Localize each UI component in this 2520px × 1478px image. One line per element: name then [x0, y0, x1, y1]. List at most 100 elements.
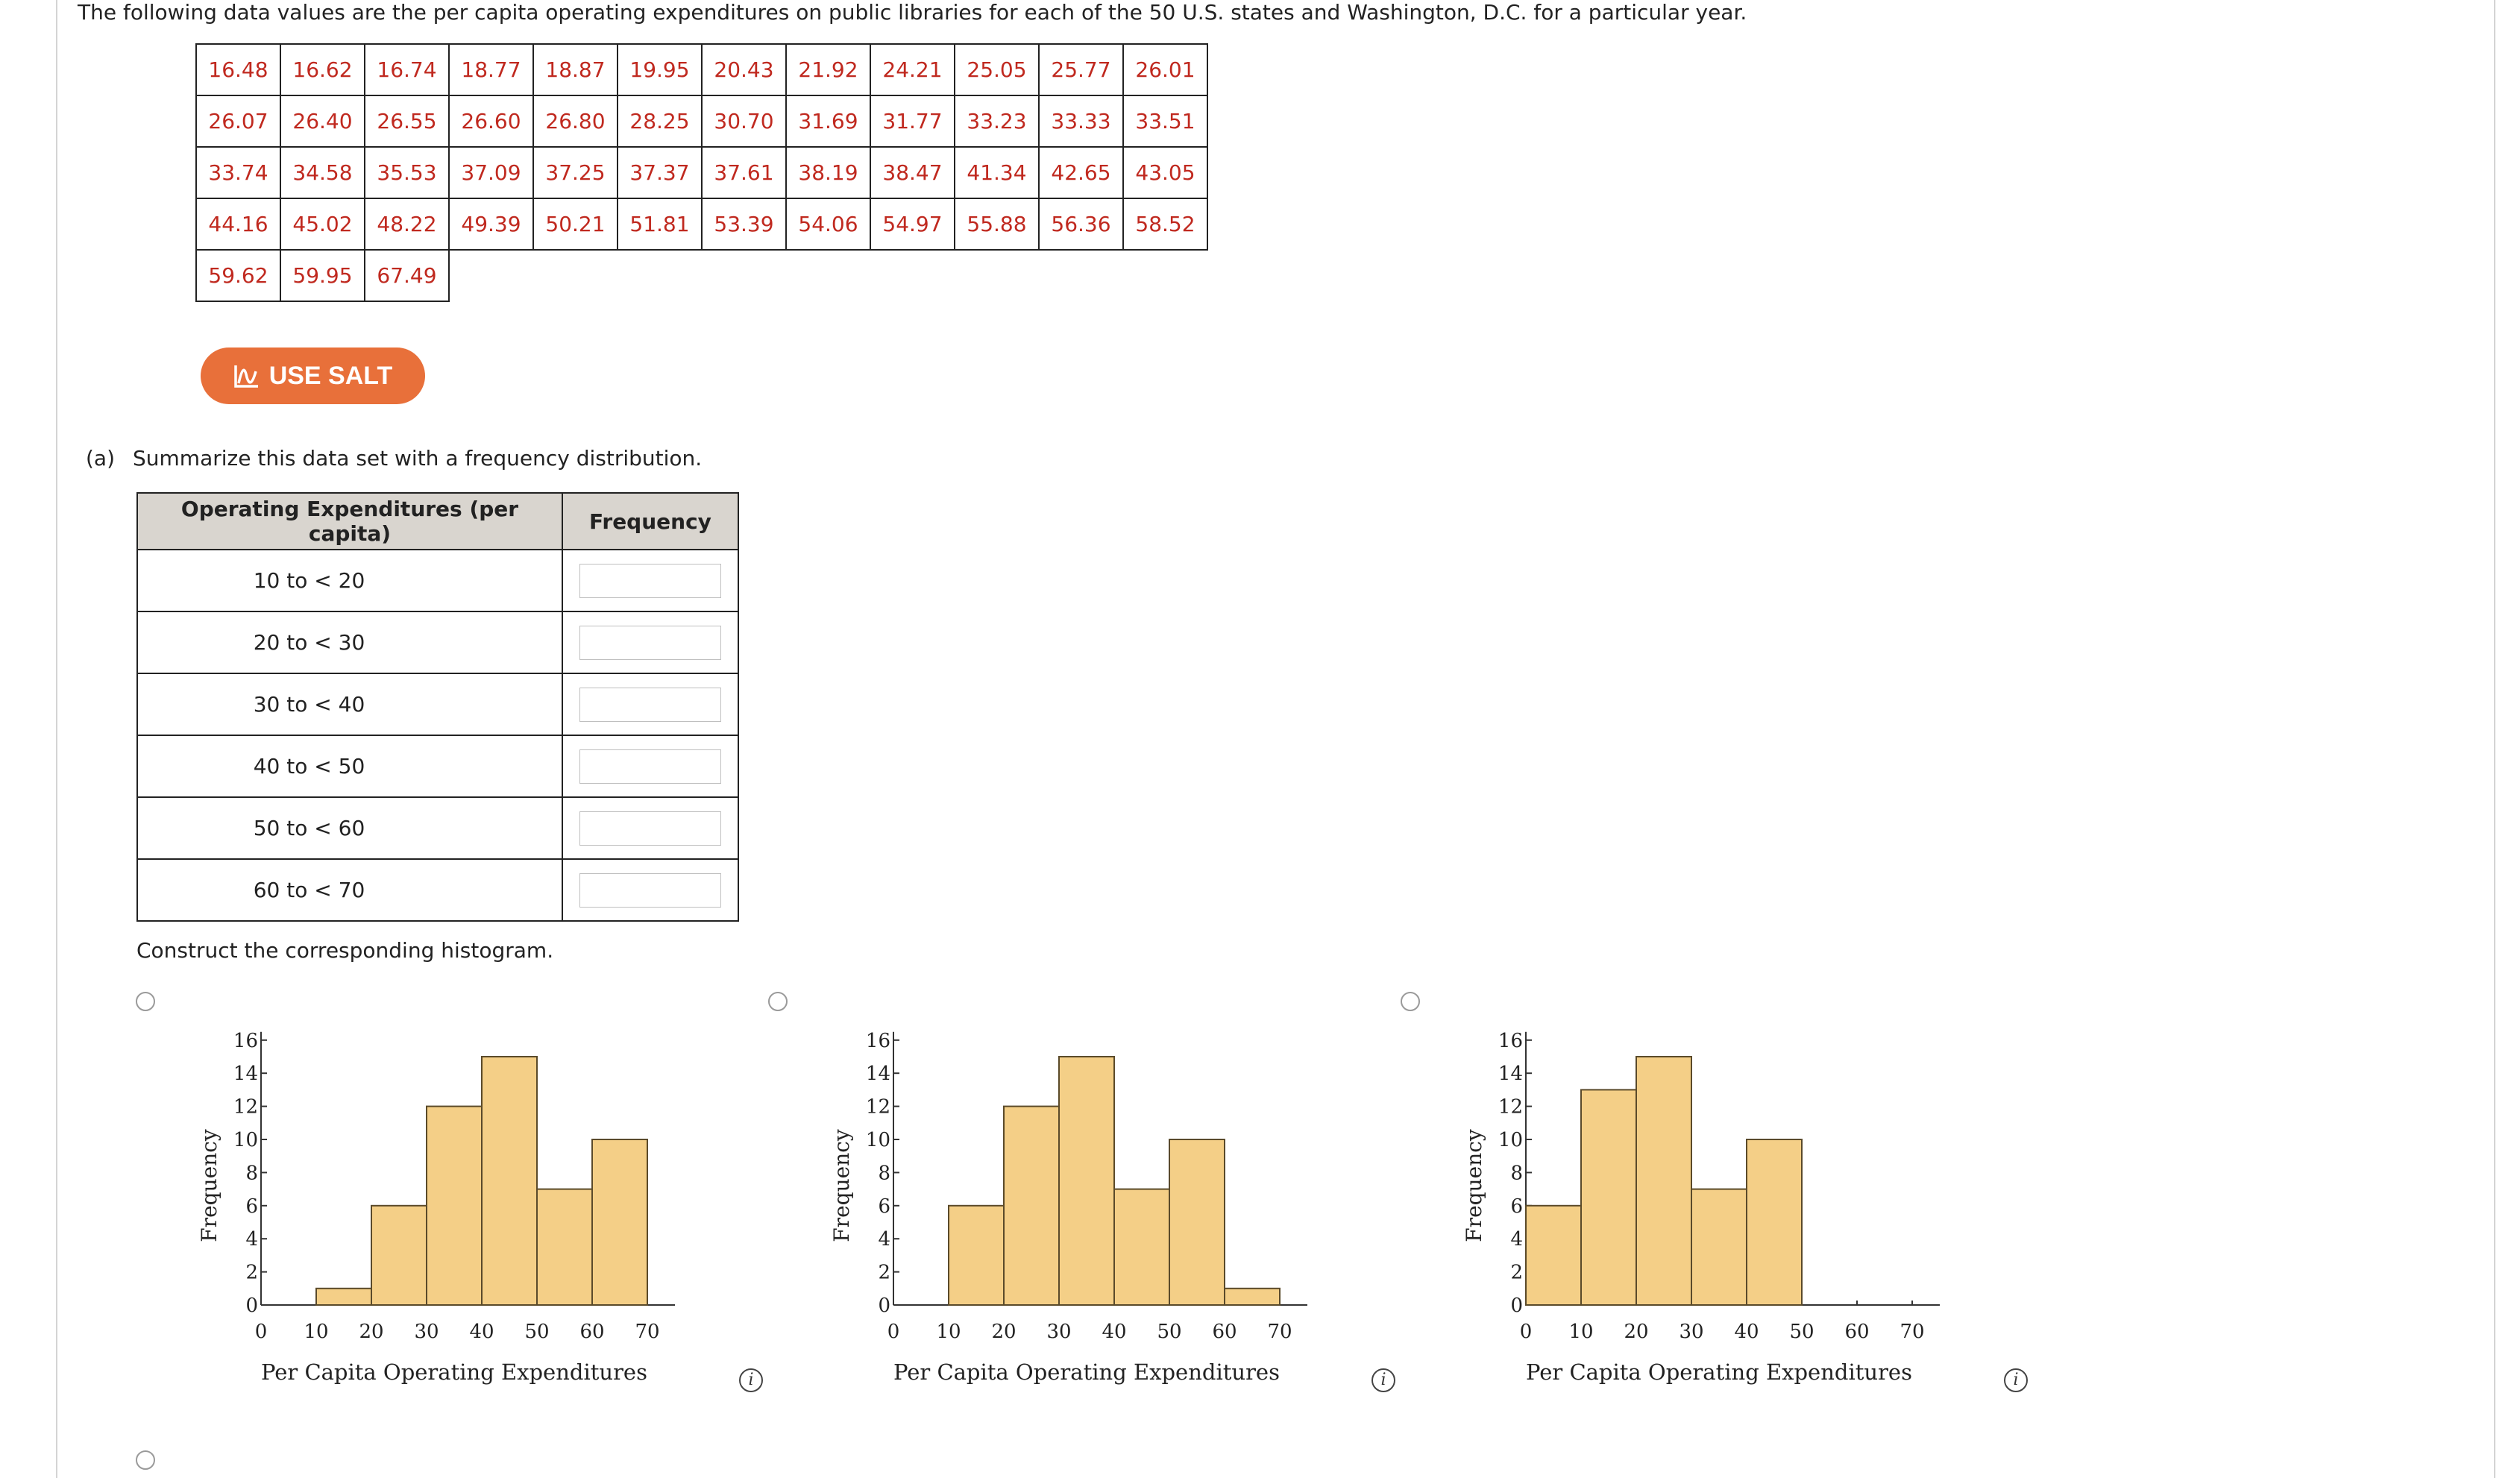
x-tick-label: 50 [1157, 1321, 1181, 1343]
histogram-option-4-radio[interactable] [136, 1450, 155, 1470]
data-value-cell: 16.74 [364, 43, 450, 96]
y-tick-label: 16 [233, 1030, 258, 1052]
data-value-cell: 25.05 [954, 43, 1040, 96]
y-tick-label: 6 [878, 1195, 890, 1218]
frequency-row: 60 to < 70 [136, 858, 739, 922]
x-tick-label: 10 [1568, 1321, 1593, 1343]
data-value-cell: 41.34 [954, 146, 1040, 199]
histogram-bar [1224, 1287, 1281, 1306]
y-tick-label: 4 [245, 1228, 258, 1251]
x-tick-label: 20 [991, 1321, 1016, 1343]
data-value-cell: 54.06 [785, 198, 871, 251]
data-value-cell: 37.25 [532, 146, 618, 199]
data-value-cell: 37.09 [448, 146, 534, 199]
data-value-cell: 26.40 [280, 95, 365, 148]
frequency-input[interactable] [579, 625, 721, 660]
data-value-cell: 43.05 [1122, 146, 1208, 199]
use-salt-label: USE SALT [268, 361, 393, 390]
info-icon[interactable]: i [739, 1368, 763, 1392]
data-value-cell: 18.77 [448, 43, 534, 96]
x-tick-label: 50 [1789, 1321, 1814, 1343]
x-tick-label: 40 [1102, 1321, 1126, 1343]
data-value-cell: 33.23 [954, 95, 1040, 148]
info-icon[interactable]: i [1371, 1368, 1395, 1392]
frequency-input-cell [562, 673, 739, 736]
data-value-cell: 20.43 [701, 43, 787, 96]
y-tick-label: 2 [1510, 1262, 1523, 1284]
frequency-input[interactable] [579, 563, 721, 598]
data-value-cell: 26.07 [195, 95, 281, 148]
x-tick-label: 70 [1267, 1321, 1292, 1343]
data-value-cell: 33.51 [1122, 95, 1208, 148]
histogram-option-2: 0 2 4 6 8 10 12 14 16 0 10 20 30 40 50 60 70 Per Capita O… [829, 1030, 1307, 1385]
x-tick-label: 10 [936, 1321, 961, 1343]
frequency-input[interactable] [579, 872, 721, 908]
x-tick-label: 30 [1046, 1321, 1071, 1343]
frequency-input-cell [562, 858, 739, 922]
histogram-bar [1113, 1188, 1170, 1306]
data-value-cell: 26.80 [532, 95, 618, 148]
data-value-cell: 50.21 [532, 198, 618, 251]
frequency-input[interactable] [579, 687, 721, 722]
x-tick-label: 30 [414, 1321, 439, 1343]
part-a-prompt: (a) Summarize this data set with a freque… [86, 446, 702, 471]
x-tick-label: 0 [1520, 1321, 1533, 1343]
use-salt-button[interactable]: USE SALT [201, 348, 425, 404]
data-value-cell: 59.62 [195, 249, 281, 302]
frequency-row: 30 to < 40 [136, 673, 739, 736]
y-tick-label: 4 [878, 1228, 890, 1251]
histogram-option-3-radio[interactable] [1401, 992, 1420, 1011]
histogram-bar [371, 1204, 427, 1306]
data-value-cell: 49.39 [448, 198, 534, 251]
histogram-option-2-radio[interactable] [768, 992, 788, 1011]
x-tick-label: 70 [635, 1321, 659, 1343]
histogram-bar [1003, 1105, 1060, 1306]
histogram-bar [1169, 1139, 1225, 1306]
data-value-cell: 33.33 [1038, 95, 1124, 148]
interval-label: 60 to < 70 [136, 858, 563, 922]
y-tick-label: 10 [866, 1129, 890, 1151]
histogram-bar [1580, 1089, 1637, 1306]
data-value-cell: 31.77 [870, 95, 955, 148]
x-tick-label: 0 [887, 1321, 900, 1343]
y-axis-label: Frequency [197, 1129, 221, 1242]
y-tick-label: 2 [878, 1262, 890, 1284]
histogram-option-1-radio[interactable] [136, 992, 155, 1011]
interval-label: 50 to < 60 [136, 796, 563, 860]
left-border-line [56, 0, 57, 1478]
histogram-bar [481, 1056, 538, 1306]
data-value-cell: 31.69 [785, 95, 871, 148]
x-tick-label: 0 [255, 1321, 268, 1343]
data-value-cell: 67.49 [364, 249, 450, 302]
y-tick-label: 6 [245, 1195, 258, 1218]
data-values-row: 26.07 26.40 26.55 26.60 26.80 28.25 30.70 31.69… [195, 95, 1208, 148]
x-tick-label: 40 [469, 1321, 494, 1343]
y-tick-label: 0 [245, 1295, 258, 1317]
y-axis-label: Frequency [829, 1129, 854, 1242]
data-value-cell: 16.48 [195, 43, 281, 96]
y-tick-label: 14 [233, 1063, 258, 1085]
frequency-input[interactable] [579, 749, 721, 784]
info-icon[interactable]: i [2004, 1368, 2028, 1392]
histogram-bar [315, 1287, 372, 1306]
data-value-cell: 59.95 [280, 249, 365, 302]
interval-label: 30 to < 40 [136, 673, 563, 736]
histogram-option-1: 0 2 4 6 8 10 12 14 16 0 10 20 30 40 50 60 70 Per Capita O… [197, 1030, 675, 1385]
x-tick-label: 50 [524, 1321, 549, 1343]
x-axis-label: Per Capita Operating Expenditures [1526, 1359, 1912, 1385]
data-values-row: 16.48 16.62 16.74 18.77 18.87 19.95 20.43 21.92… [195, 43, 1208, 96]
interval-label: 40 to < 50 [136, 735, 563, 798]
data-value-cell: 16.62 [280, 43, 365, 96]
y-tick-label: 0 [878, 1295, 890, 1317]
part-a-text: Summarize this data set with a frequency… [133, 446, 703, 471]
x-tick-label: 40 [1734, 1321, 1759, 1343]
data-value-cell: 44.16 [195, 198, 281, 251]
histogram-bar [948, 1204, 1005, 1306]
y-tick-label: 12 [233, 1096, 258, 1119]
data-value-cell: 45.02 [280, 198, 365, 251]
interval-label: 20 to < 30 [136, 611, 563, 674]
histogram-option-3: 0 2 4 6 8 10 12 14 16 0 10 20 30 40 50 60 70 Per Capita O… [1462, 1030, 1940, 1385]
frequency-input[interactable] [579, 811, 721, 846]
y-tick-label: 10 [1498, 1129, 1523, 1151]
y-tick-label: 14 [1498, 1063, 1523, 1085]
